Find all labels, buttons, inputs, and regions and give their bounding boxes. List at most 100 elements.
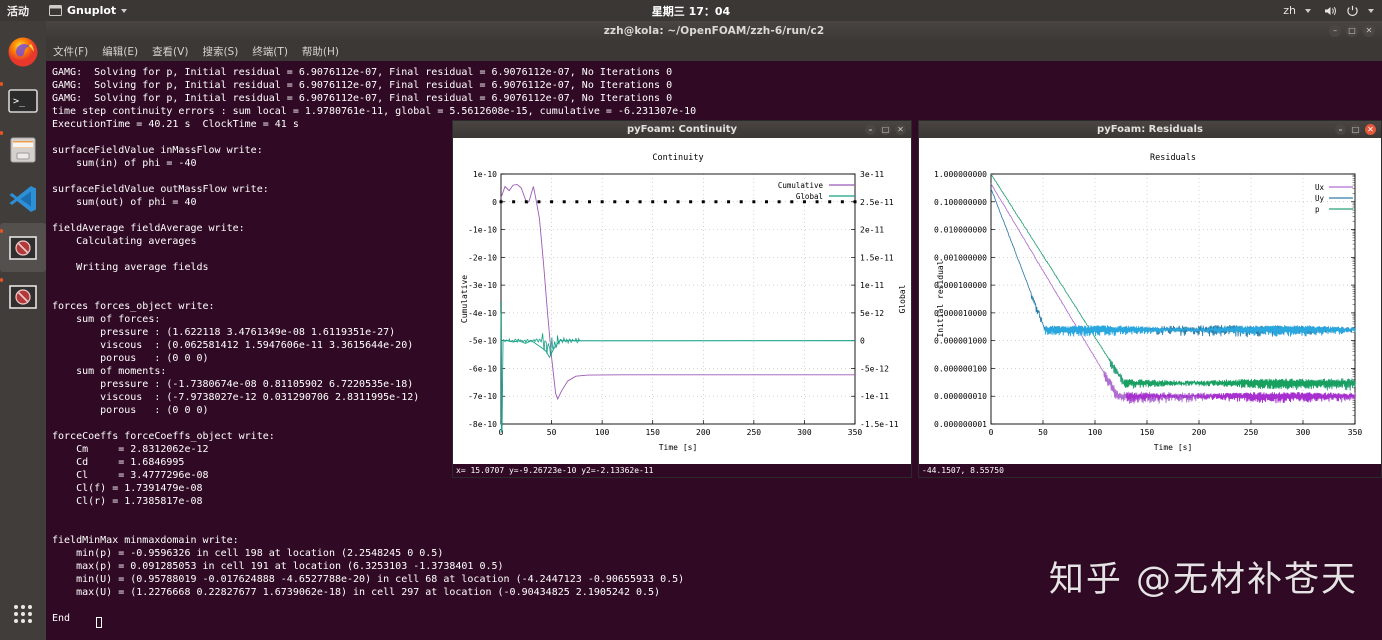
y2tick-label: 2e-11 (860, 226, 884, 235)
data-point-marker (752, 200, 755, 203)
y2tick-label: 1e-11 (860, 281, 884, 290)
dock-item-terminal[interactable]: >_ (0, 76, 46, 125)
data-point-marker (588, 200, 591, 203)
paraview-icon (6, 280, 40, 314)
maximize-button[interactable]: □ (1346, 25, 1358, 37)
xtick-label: 300 (797, 428, 812, 437)
continuity-chart-title: Continuity (652, 153, 703, 163)
maximize-button[interactable]: □ (1350, 124, 1361, 135)
minimize-button[interactable]: – (1329, 25, 1341, 37)
legend-label-global: Global (796, 192, 823, 201)
dock-item-paraview-1[interactable] (0, 223, 46, 272)
activities-button[interactable]: 活动 (7, 3, 29, 19)
data-point-marker (714, 200, 717, 203)
dock-item-firefox[interactable] (0, 27, 46, 76)
terminal-menubar: 文件(F) 编辑(E) 查看(V) 搜索(S) 终端(T) 帮助(H) (46, 41, 1382, 61)
data-point-marker (563, 200, 566, 203)
data-point-marker (601, 200, 604, 203)
residuals-titlebar[interactable]: pyFoam: Residuals – □ ✕ (919, 121, 1381, 138)
ytick-label: 0.010000000 (934, 226, 987, 235)
data-point-marker (778, 200, 781, 203)
paraview-icon (6, 231, 40, 265)
continuity-titlebar[interactable]: pyFoam: Continuity – □ ✕ (453, 121, 911, 138)
xtick-label: 100 (1088, 428, 1103, 437)
data-point-marker (500, 200, 503, 203)
data-point-marker (765, 200, 768, 203)
legend-label-cumulative: Cumulative (778, 181, 824, 190)
series-p (991, 174, 1355, 391)
menu-view[interactable]: 查看(V) (152, 44, 188, 59)
app-menu-label: Gnuplot (67, 4, 116, 17)
data-point-marker (512, 200, 515, 203)
residuals-chart-svg: Residuals 0 50 100 150 200 250 300 350 1.00000000… (919, 138, 1381, 466)
legend-label-p: p (1315, 205, 1320, 214)
y2tick-label: -5e-12 (860, 364, 889, 373)
y2tick-label: 2.5e-11 (860, 198, 894, 207)
continuity-plot-canvas[interactable]: Continuity 0 50 100 150 200 250 300 350 1e-10 0 -1e… (453, 138, 911, 466)
ytick-label: -5e-10 (468, 337, 497, 346)
data-point-marker (702, 200, 705, 203)
menu-terminal[interactable]: 终端(T) (252, 44, 288, 59)
residuals-window-title: pyFoam: Residuals (1097, 124, 1203, 135)
ytick-label: -8e-10 (468, 420, 497, 429)
speaker-icon[interactable] (1324, 5, 1337, 16)
data-point-marker (790, 200, 793, 203)
residuals-status-bar: -44.1507, 8.55750 (919, 464, 1381, 477)
y2tick-label: -1.5e-11 (860, 420, 899, 429)
menu-edit[interactable]: 编辑(E) (102, 44, 138, 59)
minimize-button[interactable]: – (865, 124, 876, 135)
series-plateau (1126, 392, 1355, 403)
plot-frame (991, 174, 1355, 424)
ytick-label: -1e-10 (468, 226, 497, 235)
chevron-down-icon (121, 9, 127, 13)
ytick-label: 0.100000000 (934, 198, 987, 207)
data-point-marker (828, 200, 831, 203)
residuals-plot-window: pyFoam: Residuals – □ ✕ Residuals 0 50 100 1… (918, 120, 1382, 478)
maximize-button[interactable]: □ (880, 124, 891, 135)
show-applications-button[interactable] (0, 592, 46, 636)
menu-file[interactable]: 文件(F) (53, 44, 88, 59)
xtick-label: 300 (1296, 428, 1311, 437)
ytick-label: 1e-10 (473, 170, 497, 179)
terminal-cursor (96, 617, 102, 628)
close-button[interactable]: ✕ (895, 124, 906, 135)
y-axis-label: Initial residual (936, 260, 945, 337)
series-global-detail (503, 333, 855, 355)
plot-frame (501, 174, 855, 424)
menu-search[interactable]: 搜索(S) (202, 44, 238, 59)
xtick-label: 150 (1140, 428, 1155, 437)
data-point-marker (727, 200, 730, 203)
close-button[interactable]: ✕ (1363, 25, 1375, 37)
close-button[interactable]: ✕ (1365, 124, 1376, 135)
keyboard-layout-label[interactable]: zh (1283, 4, 1296, 17)
minimize-button[interactable]: – (1335, 124, 1346, 135)
xtick-label: 0 (989, 428, 994, 437)
y-axis-label: Cumulative (460, 275, 469, 323)
xtick-label: 200 (696, 428, 711, 437)
data-point-marker (639, 200, 642, 203)
dock-item-files[interactable] (0, 125, 46, 174)
residuals-plot-canvas[interactable]: Residuals 0 50 100 150 200 250 300 350 1.00000000… (919, 138, 1381, 466)
app-menu-button[interactable]: Gnuplot (49, 4, 127, 17)
dock-item-paraview-2[interactable] (0, 272, 46, 321)
dock-item-vscode[interactable] (0, 174, 46, 223)
data-point-marker (613, 200, 616, 203)
data-point-marker (550, 200, 553, 203)
clock[interactable]: 星期三 17：04 (0, 3, 1382, 19)
terminal-titlebar[interactable]: zzh@kola: ~/OpenFOAM/zzh-6/run/c2 – □ ✕ (46, 21, 1382, 41)
data-point-marker (537, 200, 540, 203)
firefox-icon (6, 35, 40, 69)
ytick-label: -6e-10 (468, 364, 497, 373)
data-point-marker (841, 200, 844, 203)
data-point-marker (689, 200, 692, 203)
power-icon[interactable] (1346, 5, 1359, 16)
residuals-chart-title: Residuals (1150, 153, 1196, 163)
xtick-label: 200 (1192, 428, 1207, 437)
continuity-window-title: pyFoam: Continuity (627, 124, 737, 135)
x-axis-label: Time [s] (1154, 443, 1193, 452)
gnome-top-bar: 活动 Gnuplot 星期三 17：04 zh (0, 0, 1382, 21)
chevron-down-icon[interactable] (1368, 9, 1374, 13)
menu-help[interactable]: 帮助(H) (302, 44, 339, 59)
data-point-marker (664, 200, 667, 203)
y2tick-label: 5e-12 (860, 309, 884, 318)
